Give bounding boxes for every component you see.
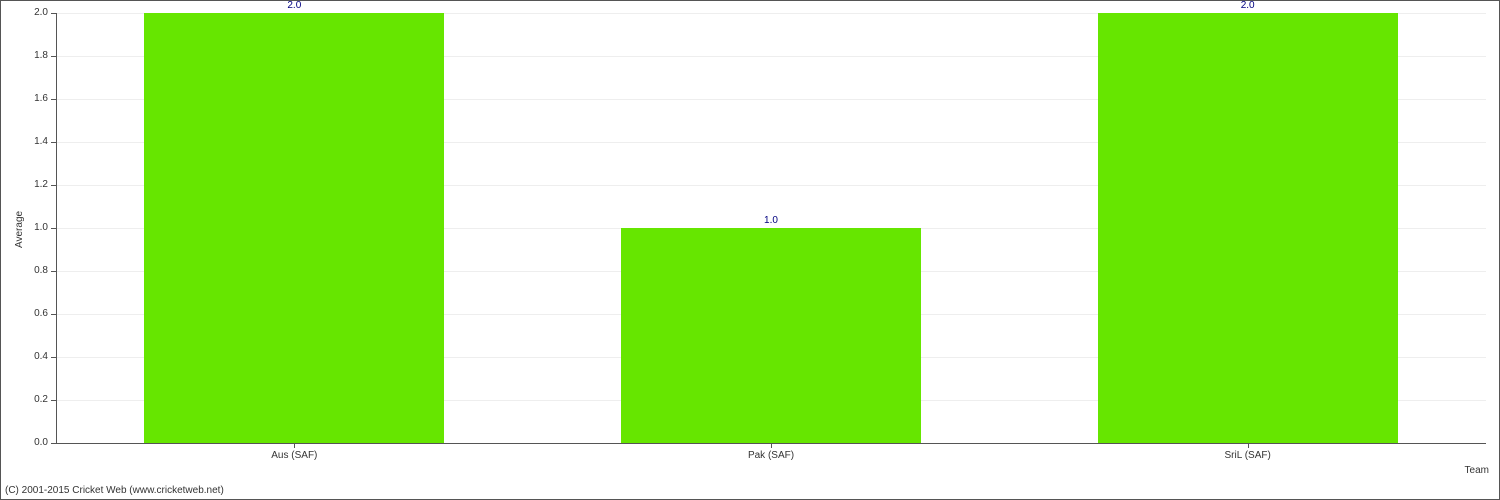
bar-value-label: 2.0 — [287, 0, 301, 11]
footer-copyright: (C) 2001-2015 Cricket Web (www.cricketwe… — [5, 485, 224, 496]
x-tick-label: Aus (SAF) — [271, 450, 317, 461]
y-tick-label: 1.4 — [1, 136, 48, 147]
chart-container: Average Team (C) 2001-2015 Cricket Web (… — [0, 0, 1500, 500]
y-tick-label: 0.8 — [1, 265, 48, 276]
x-axis-title: Team — [1465, 465, 1489, 476]
y-tick-label: 1.0 — [1, 222, 48, 233]
bar-value-label: 2.0 — [1241, 0, 1255, 11]
x-tick-label: SriL (SAF) — [1225, 450, 1271, 461]
bar-value-label: 1.0 — [764, 215, 778, 226]
y-tick-label: 1.2 — [1, 179, 48, 190]
x-tick-mark — [1248, 443, 1249, 448]
y-tick-label: 0.4 — [1, 351, 48, 362]
bar — [621, 228, 921, 443]
y-axis-line — [56, 13, 57, 443]
y-tick-label: 1.6 — [1, 93, 48, 104]
y-tick-label: 1.8 — [1, 50, 48, 61]
bar — [1098, 13, 1398, 443]
y-tick-label: 0.0 — [1, 437, 48, 448]
x-tick-mark — [294, 443, 295, 448]
x-tick-mark — [771, 443, 772, 448]
y-tick-label: 2.0 — [1, 7, 48, 18]
y-tick-label: 0.2 — [1, 394, 48, 405]
x-tick-label: Pak (SAF) — [748, 450, 794, 461]
y-tick-label: 0.6 — [1, 308, 48, 319]
bar — [144, 13, 444, 443]
